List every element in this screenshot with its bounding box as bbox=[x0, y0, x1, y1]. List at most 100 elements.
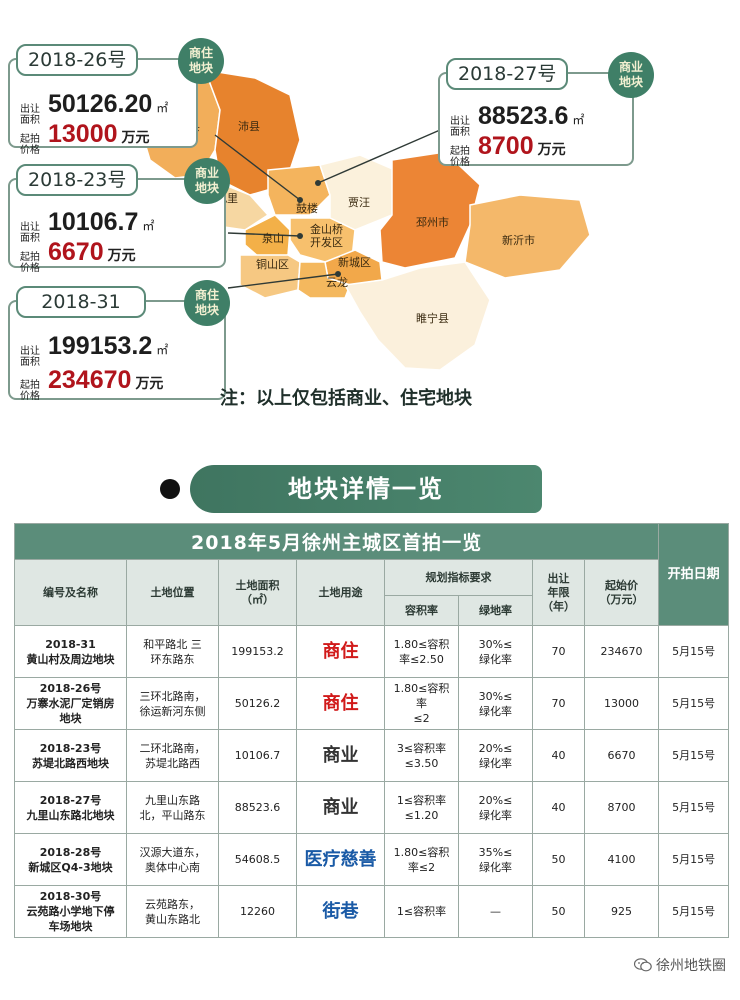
header-auction-date: 开拍日期 bbox=[658, 523, 730, 626]
cell-term: 40 bbox=[532, 781, 585, 834]
label-jinshanqiao-2: 开发区 bbox=[310, 235, 343, 249]
cell-use: 街巷 bbox=[296, 885, 385, 938]
cell-green-ratio: — bbox=[458, 885, 533, 938]
cell-date: 5月15号 bbox=[658, 885, 730, 938]
cell-area: 54608.5 bbox=[218, 833, 297, 886]
table-row: 2018-28号 新城区Q4-3地块 汉源大道东， 奥体中心南 54608.5 医疗慈善 1… bbox=[14, 833, 730, 886]
wechat-icon bbox=[634, 958, 652, 972]
label-jiawang: 贾汪 bbox=[348, 196, 370, 209]
card-use-badge: 商住 地块 bbox=[184, 280, 230, 326]
area-unit: ㎡ bbox=[156, 101, 169, 115]
price-value: 8700 bbox=[478, 132, 534, 160]
card-use-badge: 商住 地块 bbox=[178, 38, 224, 84]
area-value: 88523.6 bbox=[478, 102, 569, 130]
land-card-2018-27: 2018-27号 商业 地块 出让 面积 88523.6 ㎡ 起拍 价格 8700 万… bbox=[438, 52, 654, 168]
xuzhou-district-map: 丰县 沛县 九里 鼓楼 贾汪 泉山 金山桥 开发区 铜山区 新城区 云龙 邳州市… bbox=[137, 69, 591, 371]
cell-plot-ratio: 1.80≤容积率≤2 bbox=[384, 833, 459, 886]
cell-area: 50126.2 bbox=[218, 677, 297, 730]
land-detail-table: 2018年5月徐州主城区首拍一览 开拍日期 编号及名称 土地位置 土地面积 （㎡）… bbox=[13, 523, 730, 938]
label-pizhou: 邳州市 bbox=[416, 215, 449, 229]
cell-location: 九里山东路 北，平山路东 bbox=[126, 781, 219, 834]
cell-area: 12260 bbox=[218, 885, 297, 938]
land-code: 2018-27号 bbox=[39, 793, 102, 807]
cell-plot-ratio: 1.80≤容积率≤2 bbox=[384, 677, 459, 730]
cell-use: 商住 bbox=[296, 625, 385, 678]
label-jinshanqiao-1: 金山桥 bbox=[310, 222, 343, 236]
label-xinyi: 新沂市 bbox=[502, 233, 535, 247]
cell-term: 50 bbox=[532, 833, 585, 886]
card-code: 2018-26号 bbox=[16, 44, 139, 76]
label-xinchengqu: 新城区 bbox=[338, 255, 371, 269]
cell-use: 医疗慈善 bbox=[296, 833, 385, 886]
cell-use: 商住 bbox=[296, 677, 385, 730]
land-name: 黄山村及周边地块 bbox=[26, 652, 115, 666]
cell-use: 商业 bbox=[296, 781, 385, 834]
price-unit: 万元 bbox=[121, 130, 150, 146]
table-row: 2018-31 黄山村及周边地块 和平路北 三环东路东 199153.2 商住 1.80≤… bbox=[14, 625, 730, 678]
cell-price: 13000 bbox=[583, 677, 660, 730]
table-row: 2018-26号 万寨水泥厂定销房 地块 三环北路南， 徐运新河东侧 50126.2 商住 1… bbox=[14, 677, 730, 730]
header-planning: 规划指标要求 bbox=[384, 559, 533, 596]
cell-plot-ratio: 1≤容积率 ≤1.20 bbox=[384, 781, 459, 834]
land-name: 云苑路小学地下停 车场地块 bbox=[26, 905, 115, 933]
area-value: 10106.7 bbox=[48, 208, 139, 236]
cell-location: 三环北路南， 徐运新河东侧 bbox=[126, 677, 219, 730]
header-area: 土地面积 （㎡） bbox=[218, 559, 297, 626]
watermark: 徐州地铁圈 bbox=[634, 955, 726, 975]
land-code: 2018-26号 bbox=[39, 682, 102, 695]
card-area-row: 出让 面积 199153.2 ㎡ bbox=[20, 332, 168, 368]
table-row: 2018-27号 九里山东路北地块 九里山东路 北，平山路东 88523.6 商业 1≤容积… bbox=[14, 781, 730, 834]
area-label: 出让 面积 bbox=[20, 222, 40, 244]
area-label: 出让 面积 bbox=[20, 346, 40, 368]
card-price-row: 起拍 价格 13000 万元 bbox=[20, 120, 150, 156]
label-tongshan: 铜山区 bbox=[256, 257, 289, 271]
map-section: 丰县 沛县 九里 鼓楼 贾汪 泉山 金山桥 开发区 铜山区 新城区 云龙 邳州市… bbox=[0, 0, 740, 430]
price-value: 234670 bbox=[48, 366, 132, 394]
land-code: 2018-31 bbox=[45, 637, 96, 651]
header-location: 土地位置 bbox=[126, 559, 219, 626]
cell-term: 40 bbox=[532, 729, 585, 782]
region-xinyi bbox=[464, 194, 591, 279]
price-unit: 万元 bbox=[107, 248, 136, 264]
card-area-row: 出让 面积 88523.6 ㎡ bbox=[450, 102, 584, 138]
table-title: 2018年5月徐州主城区首拍一览 bbox=[13, 523, 660, 560]
area-value: 50126.20 bbox=[48, 90, 153, 118]
cell-price: 925 bbox=[583, 885, 660, 938]
section-header: 地块详情一览 bbox=[160, 463, 550, 515]
cell-code-name: 2018-30号 云苑路小学地下停 车场地块 bbox=[14, 885, 127, 938]
header-code-name: 编号及名称 bbox=[14, 559, 127, 626]
cell-green-ratio: 20%≤ 绿化率 bbox=[458, 781, 533, 834]
card-price-row: 起拍 价格 6670 万元 bbox=[20, 238, 136, 274]
cell-location: 汉源大道东， 奥体中心南 bbox=[126, 833, 219, 886]
section-title: 地块详情一览 bbox=[190, 465, 542, 513]
label-quanshan: 泉山 bbox=[262, 231, 284, 245]
bullet-dot-icon bbox=[160, 479, 180, 499]
cell-code-name: 2018-26号万寨水泥厂定销房 地块 bbox=[14, 677, 127, 730]
cell-use: 商业 bbox=[296, 729, 385, 782]
cell-price: 4100 bbox=[583, 833, 660, 886]
price-label: 起拍 价格 bbox=[20, 252, 40, 274]
card-price-row: 起拍 价格 234670 万元 bbox=[20, 366, 163, 402]
region-suining bbox=[343, 261, 491, 371]
cell-code-name: 2018-31 黄山村及周边地块 bbox=[14, 625, 127, 678]
header-term: 出让 年限 （年） bbox=[532, 559, 585, 626]
cell-area: 10106.7 bbox=[218, 729, 297, 782]
watermark-text: 徐州地铁圈 bbox=[656, 958, 726, 974]
land-name: 新城区Q4-3地块 bbox=[28, 860, 113, 874]
land-name: 万寨水泥厂定销房 地块 bbox=[26, 697, 115, 725]
card-use-badge: 商业 地块 bbox=[608, 52, 654, 98]
area-label: 出让 面积 bbox=[20, 104, 40, 126]
cell-price: 234670 bbox=[583, 625, 660, 678]
area-label: 出让 面积 bbox=[450, 116, 470, 138]
cell-date: 5月15号 bbox=[658, 729, 730, 782]
region-yunlong bbox=[297, 261, 351, 299]
cell-location: 和平路北 三环东路东 bbox=[126, 625, 219, 678]
map-note: 注：以上仅包括商业、住宅地块 bbox=[220, 388, 472, 409]
cell-green-ratio: 20%≤ 绿化率 bbox=[458, 729, 533, 782]
land-name: 苏堤北路西地块 bbox=[32, 756, 109, 770]
area-unit: ㎡ bbox=[142, 219, 155, 233]
land-card-2018-23: 2018-23号 商业 地块 出让 面积 10106.7 ㎡ 起拍 价格 6670 万… bbox=[8, 158, 230, 274]
card-area-row: 出让 面积 50126.20 ㎡ bbox=[20, 90, 168, 126]
cell-green-ratio: 30%≤ 绿化率 bbox=[458, 677, 533, 730]
land-code: 2018-23号 bbox=[39, 741, 102, 755]
